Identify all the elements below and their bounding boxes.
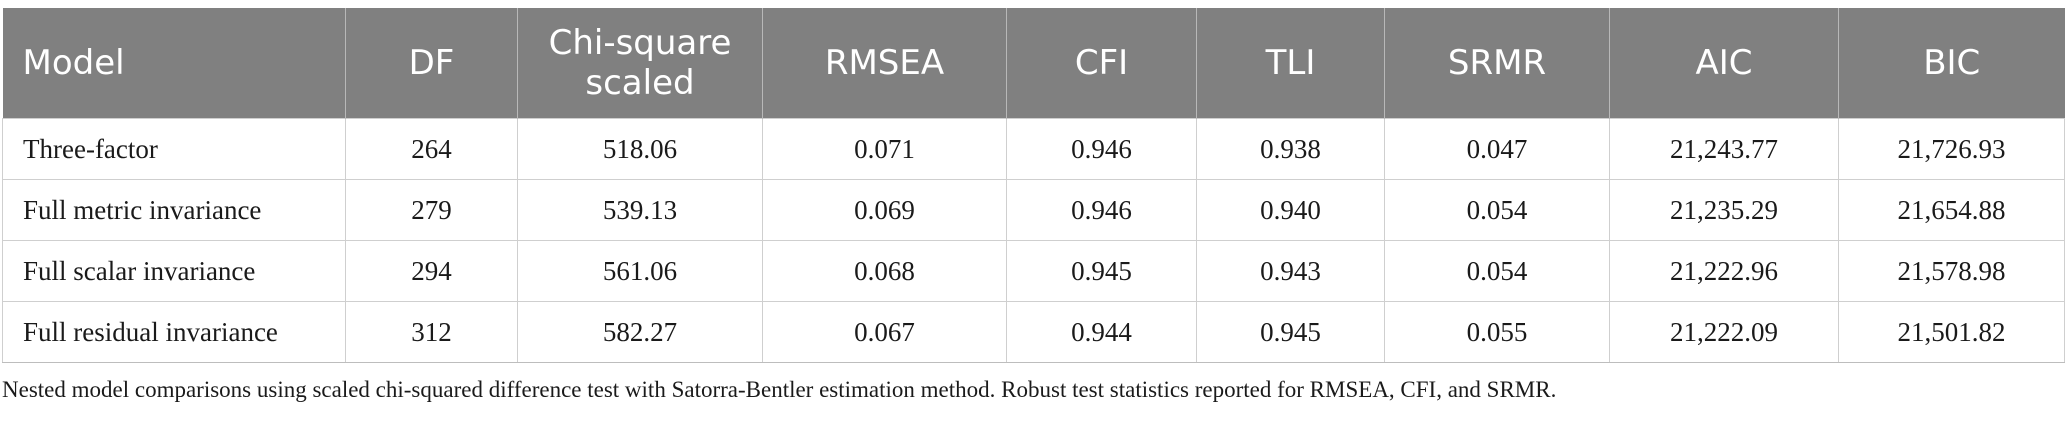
cell-cfi: 0.944	[1006, 301, 1197, 363]
header-model: Model	[2, 8, 346, 119]
header-chi-square: Chi-square scaled	[517, 8, 763, 119]
cell-model: Full residual invariance	[2, 301, 346, 363]
cell-srmr: 0.055	[1384, 301, 1610, 363]
header-aic: AIC	[1609, 8, 1839, 119]
header-df: DF	[345, 8, 518, 119]
cell-rmsea: 0.067	[762, 301, 1007, 363]
cell-aic: 21,222.96	[1609, 240, 1839, 302]
cell-rmsea: 0.069	[762, 179, 1007, 241]
cell-aic: 21,235.29	[1609, 179, 1839, 241]
header-tli: TLI	[1196, 8, 1385, 119]
cell-bic: 21,501.82	[1838, 301, 2065, 363]
table-container: Model DF Chi-square scaled RMSEA CFI TLI…	[2, 8, 2065, 402]
cell-srmr: 0.054	[1384, 179, 1610, 241]
table-row: Full scalar invariance 294 561.06 0.068 …	[2, 240, 2065, 302]
cell-srmr: 0.047	[1384, 118, 1610, 180]
cell-srmr: 0.054	[1384, 240, 1610, 302]
model-fit-table: Model DF Chi-square scaled RMSEA CFI TLI…	[2, 8, 2065, 363]
cell-bic: 21,726.93	[1838, 118, 2065, 180]
table-row: Full metric invariance 279 539.13 0.069 …	[2, 179, 2065, 241]
cell-tli: 0.938	[1196, 118, 1385, 180]
cell-model: Full metric invariance	[2, 179, 346, 241]
cell-tli: 0.943	[1196, 240, 1385, 302]
cell-tli: 0.945	[1196, 301, 1385, 363]
cell-bic: 21,578.98	[1838, 240, 2065, 302]
cell-aic: 21,222.09	[1609, 301, 1839, 363]
cell-chi-square: 561.06	[517, 240, 763, 302]
header-rmsea: RMSEA	[762, 8, 1007, 119]
header-bic: BIC	[1838, 8, 2065, 119]
cell-df: 279	[345, 179, 518, 241]
cell-rmsea: 0.068	[762, 240, 1007, 302]
cell-df: 264	[345, 118, 518, 180]
table-footnote: Nested model comparisons using scaled ch…	[2, 377, 1557, 402]
table-row: Three-factor 264 518.06 0.071 0.946 0.93…	[2, 118, 2065, 180]
cell-cfi: 0.945	[1006, 240, 1197, 302]
cell-model: Three-factor	[2, 118, 346, 180]
cell-tli: 0.940	[1196, 179, 1385, 241]
header-srmr: SRMR	[1384, 8, 1610, 119]
cell-cfi: 0.946	[1006, 179, 1197, 241]
header-row: Model DF Chi-square scaled RMSEA CFI TLI…	[2, 8, 2065, 119]
cell-rmsea: 0.071	[762, 118, 1007, 180]
header-cfi: CFI	[1006, 8, 1197, 119]
cell-chi-square: 518.06	[517, 118, 763, 180]
cell-aic: 21,243.77	[1609, 118, 1839, 180]
cell-chi-square: 539.13	[517, 179, 763, 241]
cell-model: Full scalar invariance	[2, 240, 346, 302]
cell-df: 312	[345, 301, 518, 363]
table-row: Full residual invariance 312 582.27 0.06…	[2, 301, 2065, 363]
cell-chi-square: 582.27	[517, 301, 763, 363]
cell-df: 294	[345, 240, 518, 302]
cell-bic: 21,654.88	[1838, 179, 2065, 241]
cell-cfi: 0.946	[1006, 118, 1197, 180]
